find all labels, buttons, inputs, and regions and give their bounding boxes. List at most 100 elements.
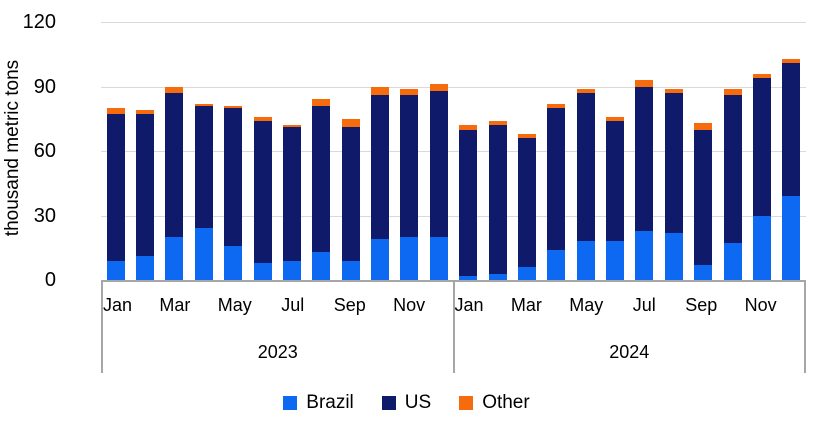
- bar-slot: [718, 22, 747, 280]
- legend-item-other: Other: [459, 392, 530, 414]
- bar-segment-us: [282, 127, 301, 261]
- bar-segment-us: [694, 129, 713, 265]
- bar-segment-us: [517, 138, 536, 268]
- bar-2023-jan: [106, 22, 125, 280]
- y-tick-label: 0: [44, 269, 56, 291]
- bar-segment-other: [517, 133, 536, 139]
- bar-slot: [277, 22, 306, 280]
- bar-slot: [512, 22, 541, 280]
- gridline: [101, 215, 806, 217]
- bar-segment-other: [165, 86, 184, 93]
- legend-item-us: US: [381, 392, 431, 414]
- year-label-2023: 2023: [257, 342, 298, 362]
- bar-2023-apr: [194, 22, 213, 280]
- legend-swatch-us: [381, 396, 396, 410]
- bar-2023-nov: [400, 22, 419, 280]
- y-tick-label: 90: [33, 75, 56, 98]
- x-tick-label: Jul: [281, 294, 305, 315]
- bar-2024-oct: [723, 22, 742, 280]
- bar-slot: [248, 22, 277, 280]
- bar-2023-jun: [253, 22, 272, 280]
- legend-item-brazil: Brazil: [283, 392, 354, 414]
- bar-slot: [101, 22, 130, 280]
- month-label-row: Jan Mar May Jul Sep Nov: [103, 282, 453, 328]
- x-axis-area: Jan Mar May Jul Sep Nov 2023 Jan Mar May Jul Sep Nov…: [101, 282, 806, 373]
- bar-segment-brazil: [312, 252, 331, 280]
- month-label-row: Jan Mar May Jul Sep Nov: [455, 282, 805, 328]
- bar-segment-brazil: [694, 264, 713, 280]
- bar-segment-other: [488, 120, 507, 126]
- bar-segment-other: [576, 88, 595, 93]
- x-tick-label: Sep: [685, 294, 718, 315]
- bar-segment-brazil: [371, 239, 390, 280]
- bar-segment-us: [606, 120, 625, 242]
- bar-group-2024: [454, 22, 807, 280]
- bar-segment-us: [106, 114, 125, 261]
- bar-segment-other: [312, 99, 331, 106]
- bar-segment-brazil: [576, 241, 595, 280]
- bar-2024-may: [576, 22, 595, 280]
- bar-segment-other: [253, 116, 272, 121]
- bar-segment-brazil: [253, 262, 272, 280]
- y-tick-label: 120: [22, 11, 56, 33]
- bar-slot: [424, 22, 453, 280]
- bar-slot: [189, 22, 218, 280]
- bar-segment-other: [429, 84, 448, 91]
- bar-segment-other: [723, 88, 742, 96]
- bar-segment-other: [694, 123, 713, 130]
- bar-group-2023: [101, 22, 454, 280]
- bar-segment-us: [723, 95, 742, 244]
- bar-segment-us: [341, 127, 360, 261]
- bar-2024-aug: [664, 22, 683, 280]
- bar-segment-brazil: [165, 237, 184, 280]
- x-tick-label: Mar: [159, 294, 191, 315]
- year-label-2024: 2024: [609, 342, 650, 362]
- bar-segment-brazil: [488, 273, 507, 280]
- bar-slot: [659, 22, 688, 280]
- bar-segment-us: [459, 129, 478, 276]
- legend-swatch-brazil: [283, 396, 298, 410]
- bar-segment-us: [782, 62, 801, 197]
- bar-segment-us: [752, 77, 771, 216]
- bar-segment-other: [459, 125, 478, 130]
- bar-segment-other: [106, 108, 125, 115]
- y-tick-label: 30: [33, 204, 56, 227]
- bar-segment-us: [165, 92, 184, 237]
- bar-segment-other: [752, 73, 771, 78]
- bar-slot: [542, 22, 571, 280]
- bar-segment-other: [341, 118, 360, 128]
- bar-segment-brazil: [194, 228, 213, 280]
- gridline: [101, 86, 806, 88]
- legend-label-other: Other: [482, 392, 530, 413]
- x-tick-label: Nov: [393, 294, 426, 315]
- bar-slot: [130, 22, 159, 280]
- category-group-2023: Jan Mar May Jul Sep Nov 2023: [101, 282, 453, 373]
- x-tick-label: Sep: [333, 294, 366, 315]
- bar-segment-brazil: [282, 260, 301, 280]
- bar-segment-brazil: [341, 260, 360, 280]
- bar-segment-us: [136, 114, 155, 257]
- bar-slot: [630, 22, 659, 280]
- bar-slot: [777, 22, 806, 280]
- bar-2024-feb: [488, 22, 507, 280]
- bar-groups: [101, 22, 806, 280]
- plot-area: [101, 22, 806, 282]
- bar-segment-brazil: [606, 241, 625, 280]
- bar-segment-other: [371, 86, 390, 96]
- bar-segment-other: [136, 110, 155, 115]
- bar-2023-dec: [429, 22, 448, 280]
- bar-segment-us: [224, 108, 243, 246]
- bar-2024-apr: [547, 22, 566, 280]
- bar-segment-us: [635, 86, 654, 231]
- bar-2024-nov: [752, 22, 771, 280]
- bar-slot: [336, 22, 365, 280]
- x-tick-label: May: [217, 294, 252, 315]
- bar-segment-other: [194, 103, 213, 106]
- bar-segment-us: [312, 105, 331, 253]
- bar-segment-us: [488, 125, 507, 274]
- bar-slot: [483, 22, 512, 280]
- bar-slot: [395, 22, 424, 280]
- bar-segment-brazil: [723, 243, 742, 280]
- category-group-2024: Jan Mar May Jul Sep Nov 2024: [452, 282, 805, 373]
